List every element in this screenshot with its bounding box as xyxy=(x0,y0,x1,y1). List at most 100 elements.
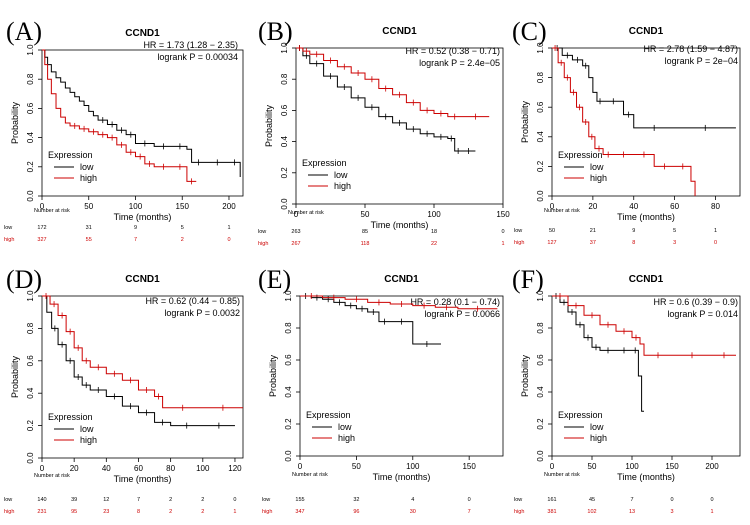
hazard-ratio-text: HR = 0.62 (0.44 − 0.85) xyxy=(145,296,240,306)
risk-row-name-high: high xyxy=(514,240,524,246)
y-tick-label: 0.4 xyxy=(536,131,545,143)
y-tick-label: 1.0 xyxy=(26,290,35,302)
legend-label-high: high xyxy=(80,435,97,445)
legend-label-low: low xyxy=(590,162,604,172)
legend-title: Expression xyxy=(302,158,347,168)
x-tick-label: 0 xyxy=(40,202,45,211)
risk-count-high: 0 xyxy=(227,237,230,243)
x-tick-label: 200 xyxy=(705,462,719,471)
km-panel-5: (E) CCND1 0.0 0.2 0.4 0.6 0.8 1.0 0 50 100 150 Time … xyxy=(258,265,504,515)
x-tick-label: 200 xyxy=(222,202,236,211)
y-tick-label: 0.8 xyxy=(26,322,35,334)
hazard-ratio-text: HR = 1.73 (1.28 − 2.35) xyxy=(143,40,238,50)
y-tick-label: 1.0 xyxy=(280,42,289,54)
legend-label-low: low xyxy=(80,162,94,172)
risk-table-label: Number at risk xyxy=(34,473,70,479)
survival-curve-high xyxy=(42,295,243,409)
risk-count-high: 22 xyxy=(431,241,437,247)
y-tick-label: 0.2 xyxy=(536,160,545,172)
y-tick-label: 0.2 xyxy=(26,161,35,173)
risk-table-label: Number at risk xyxy=(544,472,580,478)
risk-table-label: Number at risk xyxy=(34,208,70,214)
y-tick-label: 0.0 xyxy=(26,190,35,202)
risk-count-low: 5 xyxy=(673,228,676,234)
logrank-p-text: logrank P = 2e−04 xyxy=(665,56,738,66)
hazard-ratio-text: HR = 0.28 (0.1 − 0.74) xyxy=(410,297,500,307)
panel-letter: (B) xyxy=(258,17,293,46)
risk-count-low: 9 xyxy=(632,228,635,234)
y-tick-label: 0.6 xyxy=(26,102,35,114)
plot-title: CCND1 xyxy=(125,28,160,39)
y-axis-label: Probability xyxy=(520,100,530,143)
panel-letter: (E) xyxy=(258,265,291,294)
risk-count-high: 1 xyxy=(233,509,236,515)
risk-count-high: 127 xyxy=(547,240,556,246)
risk-count-high: 118 xyxy=(361,241,370,247)
y-tick-label: 1.0 xyxy=(536,42,545,54)
x-tick-label: 100 xyxy=(625,462,639,471)
risk-count-high: 2 xyxy=(169,509,172,515)
plot-title: CCND1 xyxy=(629,26,664,37)
survival-curve-low xyxy=(552,295,644,412)
risk-row-name-high: high xyxy=(4,237,14,243)
logrank-p-text: logrank P = 0.014 xyxy=(667,309,738,319)
risk-count-high: 55 xyxy=(86,237,92,243)
x-tick-label: 120 xyxy=(228,464,242,473)
km-panel-2: (B) CCND1 0.0 0.2 0.4 0.6 0.8 1.0 0 50 100 150 Time … xyxy=(258,17,510,247)
risk-count-low: 21 xyxy=(590,228,596,234)
risk-count-high: 2 xyxy=(201,509,204,515)
risk-count-low: 4 xyxy=(411,497,414,503)
x-tick-label: 0 xyxy=(298,462,303,471)
risk-count-high: 13 xyxy=(629,509,635,515)
legend-title: Expression xyxy=(48,150,93,160)
panel-letter: (F) xyxy=(512,265,544,294)
plot-frame xyxy=(41,295,244,459)
legend-title: Expression xyxy=(558,150,603,160)
x-tick-label: 100 xyxy=(406,462,420,471)
x-tick-label: 150 xyxy=(496,210,510,219)
risk-count-high: 1 xyxy=(710,509,713,515)
x-tick-label: 20 xyxy=(588,202,597,211)
risk-count-low: 0 xyxy=(501,229,504,235)
risk-row-name-low: low xyxy=(4,497,12,503)
y-tick-label: 1.0 xyxy=(284,290,293,302)
risk-row-name-high: high xyxy=(262,509,272,515)
risk-count-high: 347 xyxy=(295,509,304,515)
x-tick-label: 50 xyxy=(84,202,93,211)
plot-frame xyxy=(41,49,244,197)
risk-count-low: 140 xyxy=(37,497,46,503)
risk-count-high: 327 xyxy=(37,237,46,243)
risk-count-low: 2 xyxy=(169,497,172,503)
plot-title: CCND1 xyxy=(382,26,417,37)
y-tick-label: 0.4 xyxy=(280,135,289,147)
risk-count-low: 155 xyxy=(295,497,304,503)
x-tick-label: 50 xyxy=(361,210,370,219)
risk-count-high: 231 xyxy=(37,509,46,515)
risk-count-low: 0 xyxy=(670,497,673,503)
y-axis-label: Probability xyxy=(520,354,530,397)
x-tick-label: 40 xyxy=(629,202,638,211)
x-tick-label: 50 xyxy=(352,462,361,471)
y-tick-label: 0.0 xyxy=(536,190,545,202)
x-tick-label: 150 xyxy=(665,462,679,471)
x-tick-label: 60 xyxy=(134,464,143,473)
logrank-p-text: logrank P = 0.00034 xyxy=(157,52,238,62)
x-tick-label: 150 xyxy=(462,462,476,471)
risk-count-high: 8 xyxy=(632,240,635,246)
logrank-p-text: logrank P = 2.4e−05 xyxy=(419,58,500,68)
risk-row-name-low: low xyxy=(258,229,266,235)
x-tick-label: 100 xyxy=(427,210,441,219)
survival-curve-high xyxy=(296,47,490,118)
risk-count-low: 7 xyxy=(630,497,633,503)
plot-frame xyxy=(551,295,741,457)
legend-label-high: high xyxy=(590,173,607,183)
risk-count-high: 0 xyxy=(714,240,717,246)
y-tick-label: 1.0 xyxy=(536,290,545,302)
x-tick-label: 0 xyxy=(40,464,45,473)
y-axis-label: Probability xyxy=(10,101,20,144)
plot-frame xyxy=(551,47,741,197)
risk-count-low: 31 xyxy=(86,225,92,231)
